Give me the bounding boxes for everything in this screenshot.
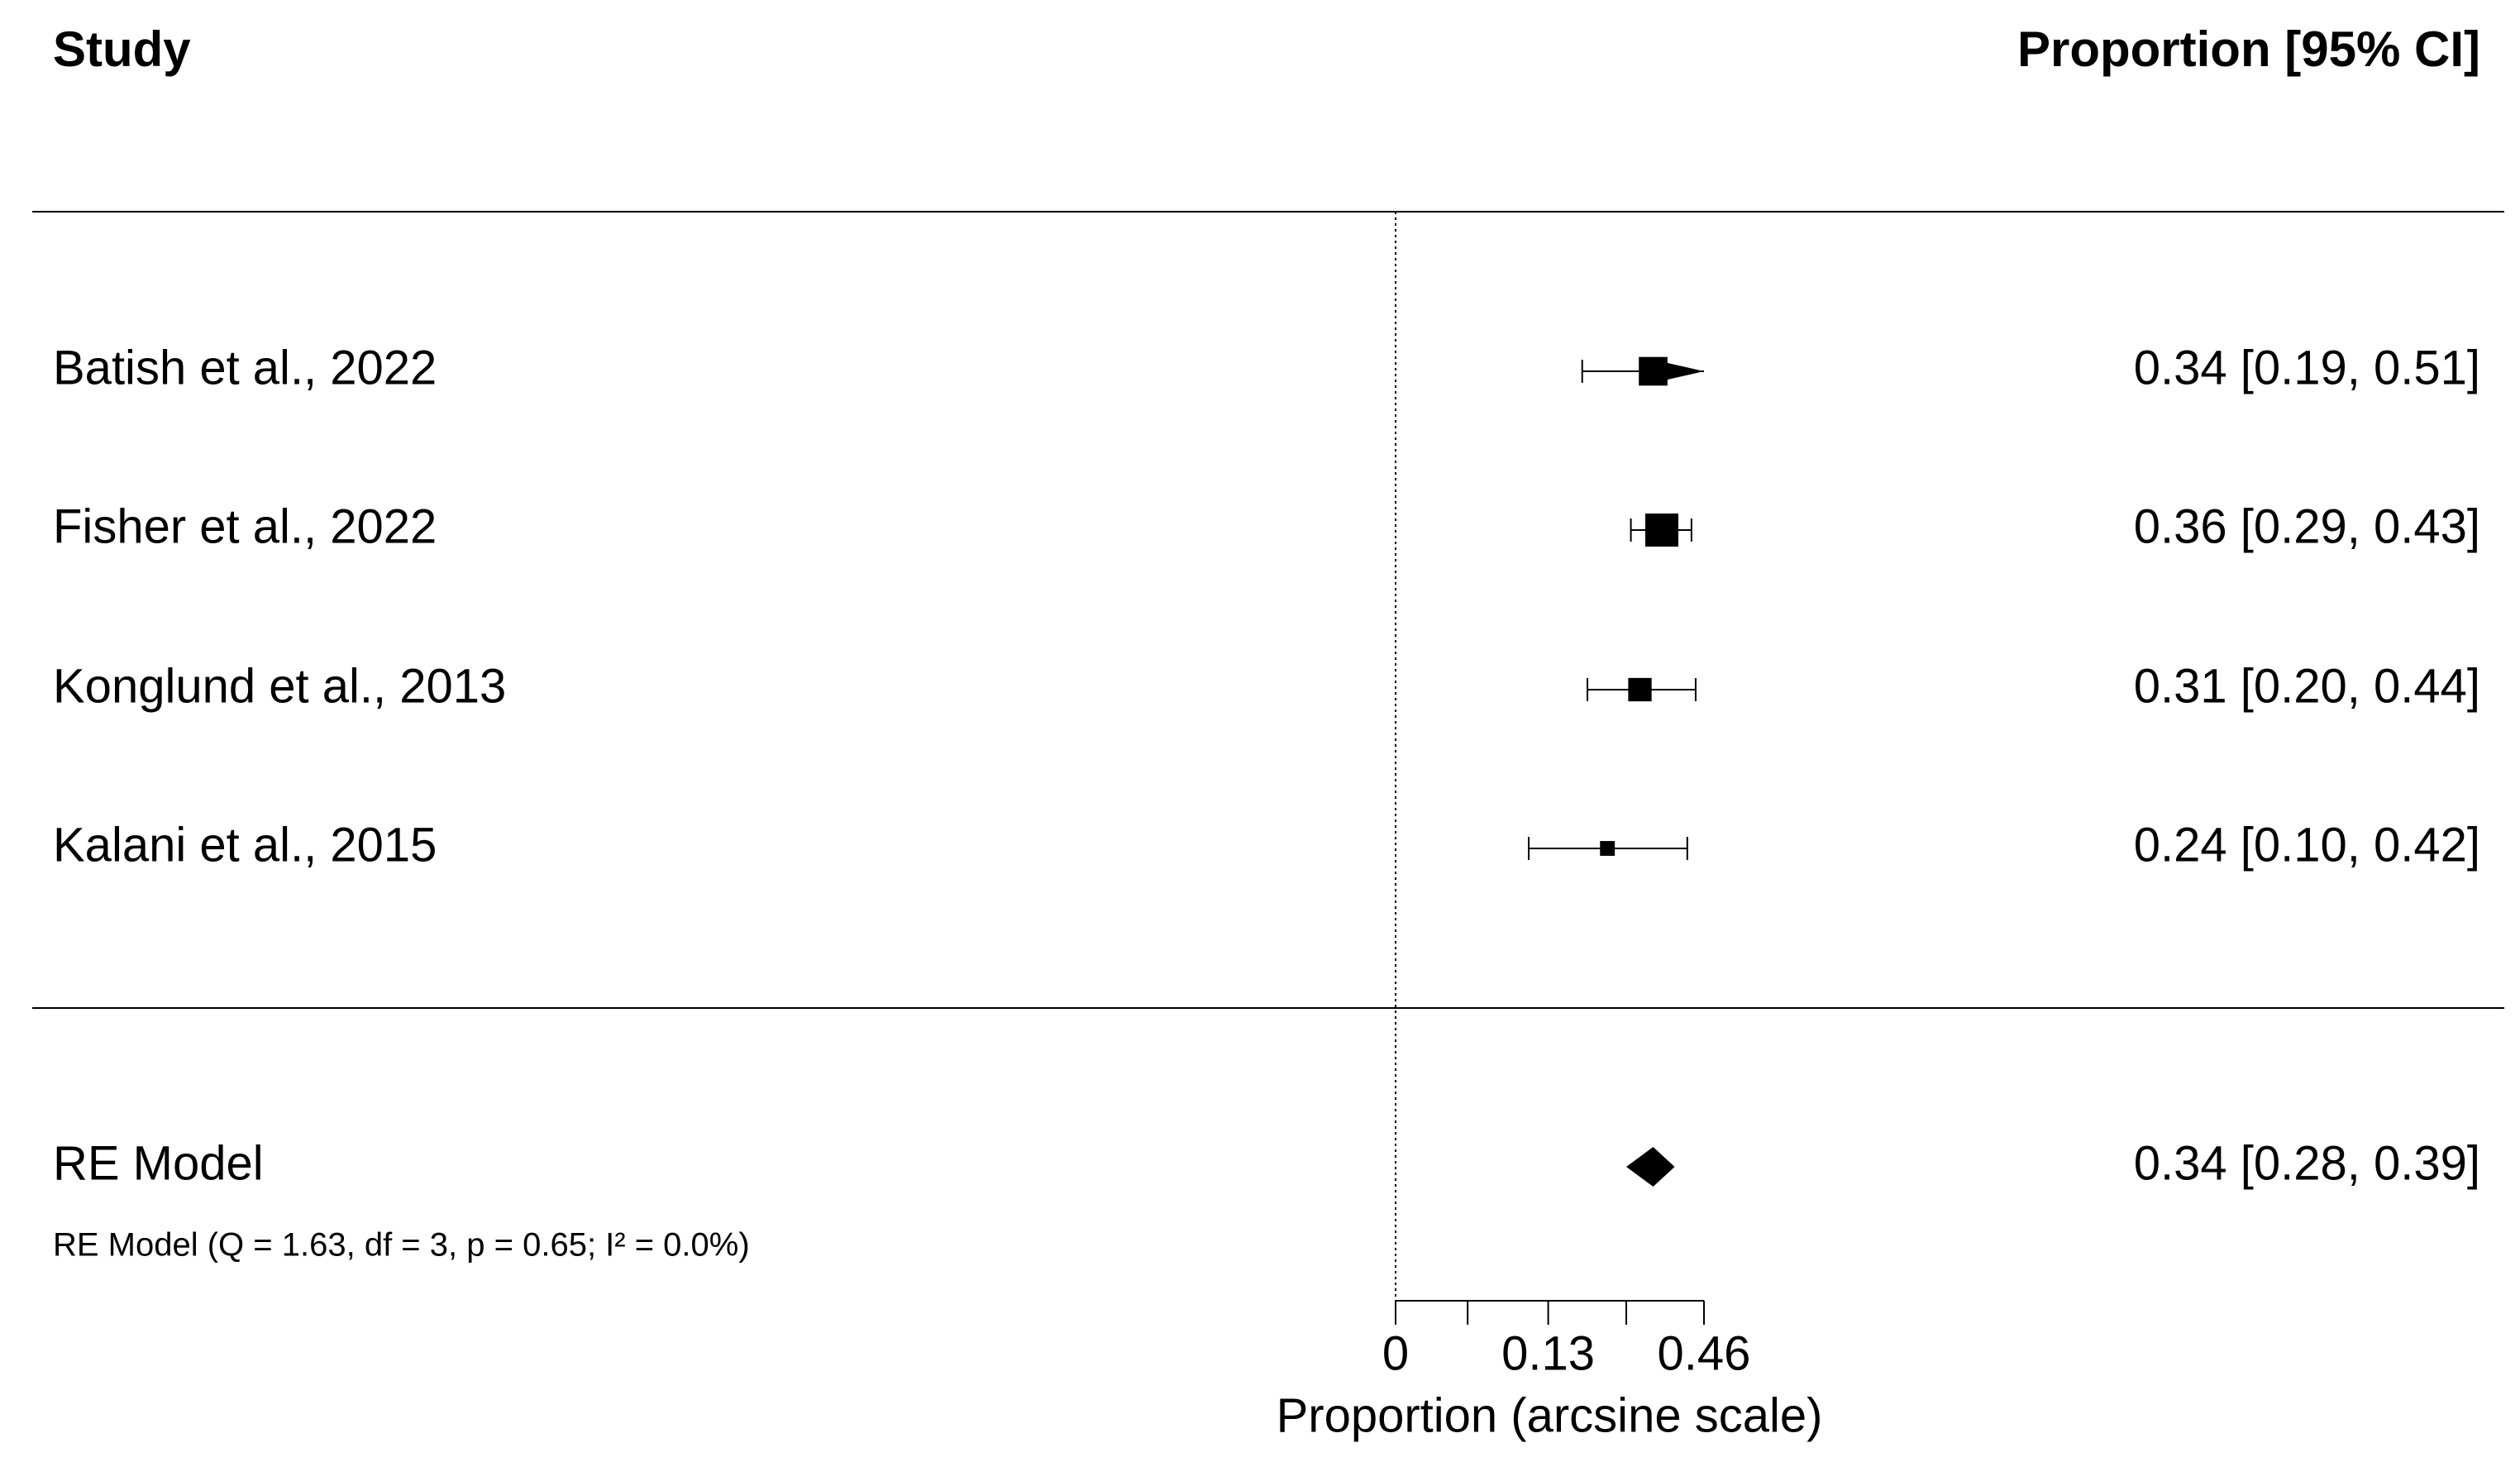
- study-label: Batish et al., 2022: [53, 341, 437, 394]
- heterogeneity-note: RE Model (Q = 1.63, df = 3, p = 0.65; I²…: [53, 1227, 750, 1264]
- point-estimate: [1639, 356, 1668, 386]
- study-label: Kalani et al., 2015: [53, 818, 437, 872]
- header-estimate: Proportion [95% CI]: [2017, 22, 2480, 77]
- study-estimate: 0.36 [0.29, 0.43]: [2134, 499, 2480, 553]
- x-tick-label: 0: [1382, 1326, 1409, 1380]
- point-estimate: [1628, 677, 1652, 702]
- study-label: Fisher et al., 2022: [53, 499, 437, 553]
- study-estimate: 0.31 [0.20, 0.44]: [2134, 659, 2480, 713]
- summary-diamond: [1626, 1147, 1675, 1187]
- study-label: Konglund et al., 2013: [53, 659, 506, 713]
- x-tick-label: 0.13: [1501, 1326, 1595, 1380]
- point-estimate: [1645, 514, 1679, 547]
- summary-label: RE Model: [53, 1136, 264, 1190]
- study-estimate: 0.34 [0.19, 0.51]: [2134, 341, 2480, 394]
- summary-estimate: 0.34 [0.28, 0.39]: [2134, 1136, 2480, 1190]
- x-tick-label: 0.46: [1658, 1326, 1751, 1380]
- study-estimate: 0.24 [0.10, 0.42]: [2134, 818, 2480, 872]
- x-axis-title: Proportion (arcsine scale): [1277, 1388, 1823, 1442]
- point-estimate: [1600, 841, 1616, 856]
- header-study: Study: [53, 22, 191, 77]
